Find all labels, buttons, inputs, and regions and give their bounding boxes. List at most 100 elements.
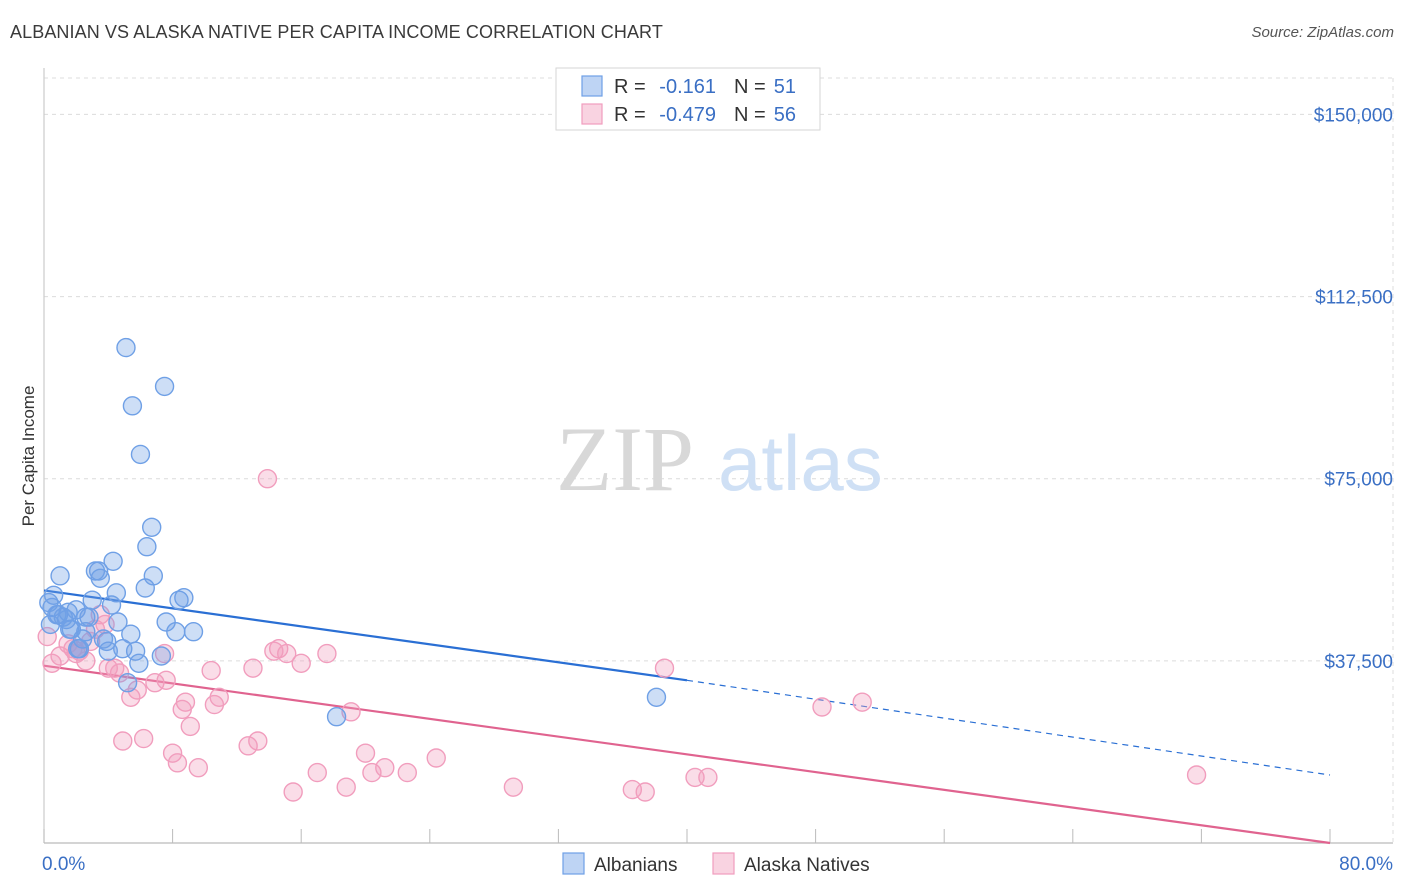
alaska-native-point xyxy=(113,731,133,751)
albanian-point xyxy=(174,588,194,608)
albanians-trend-extension xyxy=(686,679,1331,776)
alaska-native-point xyxy=(133,728,154,749)
alaska-native-point xyxy=(121,687,141,707)
y-tick-labels: $37,500 $75,000 $112,500 $150,000 xyxy=(1314,105,1393,672)
alaska-native-point xyxy=(277,643,297,664)
bottom-legend-swatch xyxy=(712,852,735,875)
source-label: Source: ZipAtlas.com xyxy=(1251,24,1394,41)
albanian-point xyxy=(116,337,136,358)
alaska-native-point xyxy=(291,653,311,673)
albanian-point xyxy=(82,590,102,610)
albanian-point xyxy=(50,566,70,586)
alaska-native-point xyxy=(209,687,229,707)
alaska-native-point xyxy=(375,758,395,778)
watermark-zip: ZIP xyxy=(556,408,694,510)
alaska-native-point xyxy=(812,697,832,717)
legend-n-value: 56 xyxy=(774,104,796,126)
albanian-point xyxy=(76,622,96,642)
y-tick-label: $150,000 xyxy=(1314,105,1393,126)
alaska-native-point xyxy=(341,702,361,722)
albanian-point xyxy=(143,566,164,586)
albanian-point xyxy=(183,622,204,642)
alaska-native-point xyxy=(248,731,268,751)
legend-r-label: R = xyxy=(614,104,646,126)
alaska-native-point xyxy=(238,736,258,756)
alaska-native-point xyxy=(654,658,675,678)
legend: R = -0.161 N = 51 R = -0.479 N = 56 xyxy=(555,67,821,131)
bottom-legend: Albanians Alaska Natives xyxy=(562,852,870,876)
alaska-native-point xyxy=(635,782,655,802)
watermark-atlas: atlas xyxy=(718,419,883,507)
albanian-point xyxy=(101,595,122,615)
y-tick-label: $112,500 xyxy=(1315,288,1393,309)
albanian-point xyxy=(129,653,149,673)
alaska-native-point xyxy=(37,626,57,647)
axes xyxy=(43,68,1393,844)
alaska-native-point xyxy=(243,658,263,678)
albanian-point xyxy=(166,622,186,642)
albanian-point xyxy=(93,629,114,649)
alaska-native-point xyxy=(154,643,175,664)
alaska-native-point xyxy=(397,762,417,783)
alaska-native-point xyxy=(127,680,147,700)
albanian-point xyxy=(151,646,172,666)
y-tick-label: $37,500 xyxy=(1324,652,1393,673)
alaska-native-point xyxy=(98,658,119,678)
data-points xyxy=(37,337,1207,802)
bottom-legend-label: Alaska Natives xyxy=(744,855,870,876)
y-axis-title: Per Capita Income xyxy=(19,386,38,527)
alaska-native-point xyxy=(188,758,209,778)
legend-n-label: N = xyxy=(734,104,766,126)
albanian-point xyxy=(40,614,61,635)
alaska-natives-trend-line xyxy=(43,664,1331,845)
albanian-point xyxy=(96,631,117,652)
alaska-native-point xyxy=(109,663,130,683)
alaska-native-point xyxy=(503,777,524,797)
alaska-native-point xyxy=(156,670,176,690)
alaska-native-point xyxy=(175,692,196,712)
alaska-native-point xyxy=(307,762,327,783)
albanian-point xyxy=(646,687,667,707)
alaska-native-point xyxy=(317,643,337,664)
albanian-point xyxy=(125,641,146,661)
legend-r-label: R = xyxy=(614,76,646,98)
alaska-native-point xyxy=(1186,765,1207,785)
albanian-point xyxy=(122,396,143,416)
albanian-point xyxy=(154,376,175,397)
bottom-legend-label: Albanians xyxy=(594,855,677,876)
albanian-point xyxy=(326,707,347,727)
albanian-point xyxy=(48,605,69,625)
albanian-point xyxy=(68,639,88,659)
trend-lines xyxy=(43,589,1331,845)
x-tick-label: 80.0% xyxy=(1339,854,1393,875)
albanian-point xyxy=(60,619,80,639)
albanian-point xyxy=(137,537,157,557)
albanian-point xyxy=(98,641,119,661)
albanian-point xyxy=(90,568,110,588)
x-tick-label: 0.0% xyxy=(42,854,85,875)
alaska-native-point xyxy=(201,660,221,681)
bottom-legend-swatch xyxy=(562,852,585,875)
alaska-native-point xyxy=(180,716,200,737)
alaska-native-point xyxy=(283,782,303,802)
albanian-point xyxy=(76,607,96,627)
legend-r-value: -0.161 xyxy=(659,76,716,98)
legend-swatch xyxy=(581,75,603,97)
alaska-native-point xyxy=(355,743,376,763)
alaska-native-point xyxy=(257,469,278,489)
alaska-native-point xyxy=(167,753,188,773)
legend-n-value: 51 xyxy=(774,76,796,98)
albanian-point xyxy=(106,583,127,603)
legend-r-value: -0.479 xyxy=(659,104,716,126)
alaska-native-point xyxy=(162,743,183,763)
alaska-native-point xyxy=(852,692,872,712)
albanian-point xyxy=(108,612,128,632)
alaska-native-point xyxy=(426,748,446,768)
chart-title: ALBANIAN VS ALASKA NATIVE PER CAPITA INC… xyxy=(10,22,663,42)
albanian-point xyxy=(43,585,64,605)
legend-swatch xyxy=(581,103,603,125)
alaska-native-point xyxy=(698,767,718,788)
albanian-point xyxy=(103,551,123,571)
alaska-native-point xyxy=(42,653,62,673)
